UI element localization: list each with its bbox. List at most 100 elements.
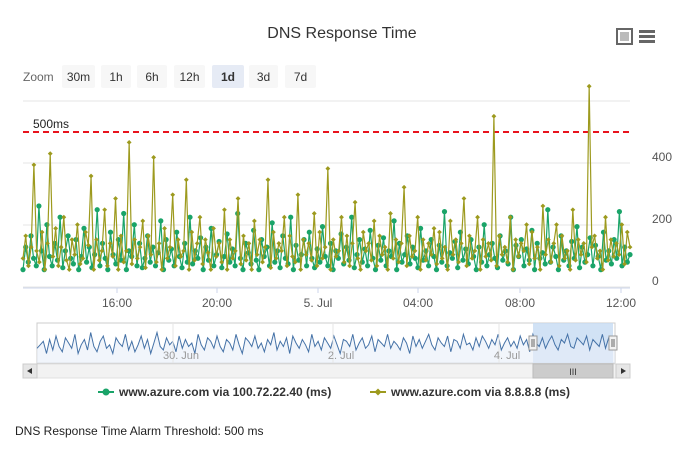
data-point bbox=[65, 233, 71, 239]
scroll-left-button[interactable] bbox=[22, 363, 38, 379]
zoom-button-1h[interactable]: 1h bbox=[101, 65, 131, 88]
data-point bbox=[605, 257, 611, 263]
data-point bbox=[567, 267, 573, 272]
data-point bbox=[537, 267, 543, 272]
legend-item-2[interactable]: www.azure.com via 8.8.8.8 (ms) bbox=[370, 385, 570, 399]
data-point bbox=[581, 240, 587, 246]
scrollbar-thumb[interactable] bbox=[532, 363, 614, 379]
data-point bbox=[344, 233, 350, 239]
navigator-left-handle[interactable] bbox=[528, 335, 538, 351]
data-point bbox=[145, 233, 151, 239]
data-point bbox=[336, 248, 342, 254]
data-point bbox=[126, 248, 132, 254]
data-point bbox=[480, 237, 486, 243]
data-point bbox=[409, 254, 415, 259]
data-point bbox=[477, 267, 483, 272]
data-point bbox=[542, 261, 548, 267]
data-point bbox=[88, 173, 94, 179]
data-point bbox=[407, 233, 412, 239]
data-point bbox=[540, 203, 546, 209]
data-point bbox=[584, 259, 589, 265]
data-point bbox=[379, 252, 385, 257]
data-point bbox=[300, 237, 306, 243]
data-point bbox=[372, 267, 379, 273]
data-point bbox=[590, 263, 596, 269]
scroll-right-button[interactable] bbox=[615, 363, 631, 379]
data-point bbox=[227, 237, 233, 243]
data-point bbox=[507, 214, 513, 220]
data-point bbox=[124, 248, 129, 254]
data-point bbox=[50, 254, 56, 259]
zoom-button-12h[interactable]: 12h bbox=[174, 65, 205, 88]
data-point bbox=[355, 255, 361, 261]
data-point bbox=[577, 265, 583, 271]
legend-item-1[interactable]: www.azure.com via 100.72.22.40 (ms) bbox=[98, 385, 331, 399]
data-point bbox=[521, 263, 527, 269]
zoom-button-3d[interactable]: 3d bbox=[249, 65, 278, 88]
data-point bbox=[205, 250, 211, 256]
data-point bbox=[69, 237, 75, 243]
data-point bbox=[190, 261, 196, 267]
data-point bbox=[589, 244, 595, 250]
zoom-button-6h[interactable]: 6h bbox=[137, 65, 167, 88]
navigator[interactable]: 30. Jun 2. Jul 4. Jul III bbox=[22, 322, 631, 379]
alarm-threshold-note: DNS Response Time Alarm Threshold: 500 m… bbox=[15, 424, 264, 438]
data-point bbox=[391, 218, 397, 224]
data-point bbox=[279, 248, 284, 254]
data-point bbox=[197, 214, 203, 220]
zoom-button-7d[interactable]: 7d bbox=[285, 65, 316, 88]
data-point bbox=[272, 259, 278, 265]
data-point bbox=[437, 229, 442, 235]
data-point bbox=[349, 214, 355, 220]
data-point bbox=[573, 257, 578, 263]
data-point bbox=[194, 240, 200, 246]
data-point bbox=[483, 254, 489, 259]
data-point bbox=[158, 218, 164, 224]
data-point bbox=[121, 210, 127, 217]
data-point bbox=[341, 259, 347, 265]
legend-marker bbox=[102, 388, 110, 396]
data-point bbox=[592, 233, 598, 239]
data-point bbox=[390, 255, 396, 261]
data-point bbox=[352, 199, 358, 205]
menu-icon[interactable] bbox=[639, 30, 655, 43]
zoom-button-label: 7d bbox=[294, 70, 307, 84]
data-point bbox=[36, 203, 42, 209]
data-point bbox=[388, 211, 393, 216]
data-point bbox=[374, 263, 380, 269]
data-point bbox=[208, 267, 214, 272]
navigator-tick-label: 30. Jun bbox=[163, 350, 199, 362]
zoom-button-1d[interactable]: 1d bbox=[212, 65, 244, 88]
navigator-tick-label: 4. Jul bbox=[494, 350, 520, 362]
data-point bbox=[42, 267, 48, 272]
data-point bbox=[104, 263, 110, 269]
data-point bbox=[320, 255, 325, 261]
data-point bbox=[513, 237, 519, 243]
data-point bbox=[330, 267, 336, 273]
data-point bbox=[290, 254, 295, 259]
data-point bbox=[20, 267, 26, 273]
data-point bbox=[357, 237, 363, 243]
view-toggle-icon[interactable] bbox=[616, 28, 633, 45]
data-point bbox=[608, 237, 614, 243]
data-point bbox=[102, 207, 108, 213]
data-point bbox=[441, 209, 448, 215]
data-point bbox=[240, 267, 246, 273]
navigator-right-handle[interactable] bbox=[608, 335, 618, 351]
navigator-scrollbar[interactable]: III bbox=[22, 363, 631, 379]
data-point bbox=[371, 218, 377, 224]
data-point bbox=[317, 259, 323, 265]
series-2 bbox=[20, 83, 633, 272]
data-point bbox=[445, 267, 451, 272]
data-point bbox=[58, 244, 64, 250]
data-point bbox=[518, 240, 524, 246]
data-point bbox=[456, 259, 461, 265]
zoom-button-label: 12h bbox=[179, 70, 199, 84]
data-point bbox=[502, 244, 508, 250]
data-point bbox=[216, 240, 222, 246]
data-point bbox=[118, 233, 124, 239]
data-point bbox=[219, 259, 225, 265]
data-point bbox=[241, 233, 246, 239]
zoom-button-30m[interactable]: 30m bbox=[62, 65, 95, 88]
data-point bbox=[559, 233, 565, 239]
